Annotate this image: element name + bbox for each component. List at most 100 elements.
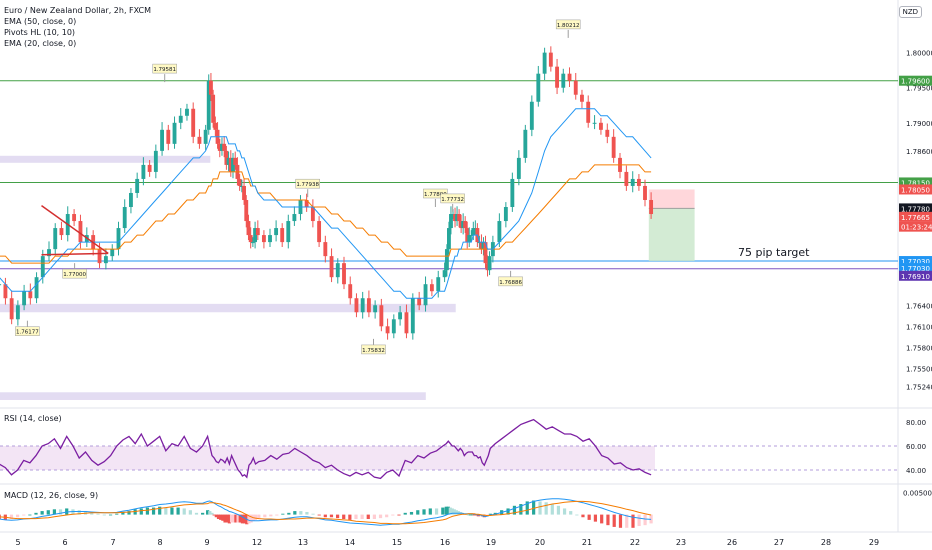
macd-histogram-bar: [372, 514, 376, 519]
candle-body: [348, 284, 353, 299]
macd-histogram-bar: [16, 514, 20, 518]
rsi-label[interactable]: RSI (14, close): [4, 414, 62, 423]
time-axis-tick: 20: [535, 538, 545, 547]
time-axis-tick: 5: [15, 538, 20, 547]
candle-body: [286, 221, 291, 243]
signal-line: [0, 500, 652, 525]
time-axis-tick: 27: [774, 538, 784, 547]
candle-body: [103, 256, 108, 264]
macd-histogram-bar: [416, 510, 420, 515]
price-axis-tick: 1.79500: [906, 85, 932, 93]
currency-badge[interactable]: NZD: [898, 6, 922, 18]
candle-body: [536, 73, 541, 102]
candle-body: [442, 270, 447, 278]
candle-body: [487, 256, 492, 271]
macd-histogram-bar: [342, 514, 346, 519]
candle-body: [444, 249, 449, 271]
macd-histogram-bar: [236, 514, 240, 523]
candle-body: [34, 277, 39, 299]
macd-histogram-bar: [269, 514, 273, 517]
macd-histogram-bar: [317, 514, 321, 516]
candle-body: [203, 129, 208, 144]
macd-histogram-bar: [238, 514, 242, 523]
pivot-label: 1.77800: [424, 192, 447, 198]
ema50-label[interactable]: EMA (50, close, 0): [4, 17, 77, 26]
macd-histogram-bar: [34, 512, 38, 515]
macd-histogram-bar: [512, 505, 517, 515]
macd-histogram-bar: [281, 513, 285, 515]
price-axis-tick: 1.80000: [906, 50, 932, 58]
macd-line: [0, 498, 652, 526]
candle-body: [244, 199, 249, 222]
candle-body: [166, 129, 171, 144]
macd-histogram-bar: [454, 510, 458, 515]
candle-body: [580, 94, 584, 102]
candle-body: [429, 284, 434, 292]
wedge-lower-line: [41, 252, 109, 256]
candle-body: [147, 164, 152, 172]
macd-histogram-bar: [216, 514, 221, 519]
candle-body: [573, 80, 578, 95]
macd-histogram-bar: [593, 514, 598, 522]
candle-body: [503, 207, 508, 222]
price-axis-tick: 1.75240: [906, 384, 932, 392]
pivots-label[interactable]: Pivots HL (10, 10): [4, 28, 76, 37]
ema20-label[interactable]: EMA (20, close, 0): [4, 39, 77, 48]
price-tag: [899, 256, 932, 267]
candle-body: [191, 108, 196, 137]
pivot-label-box: [423, 188, 448, 199]
macd-histogram-bar: [397, 514, 401, 516]
time-axis-tick: 19: [486, 538, 496, 547]
candle-body: [567, 73, 572, 81]
candle-body: [542, 52, 547, 74]
symbol-title[interactable]: Euro / New Zealand Dollar, 2h, FXCM: [4, 6, 152, 15]
macd-histogram-bar: [121, 511, 125, 515]
time-axis-tick: 6: [62, 538, 67, 547]
candle-body: [643, 185, 647, 200]
rsi-line: [0, 418, 652, 480]
candle-body: [624, 171, 629, 186]
candle-body: [280, 228, 285, 243]
macd-histogram-bar: [600, 514, 604, 524]
macd-histogram-bar: [232, 514, 236, 523]
macd-histogram-bar: [366, 514, 370, 519]
candle-body: [209, 80, 213, 95]
candle-body: [47, 249, 51, 257]
macd-histogram-bar: [587, 514, 591, 520]
macd-histogram-bar: [58, 509, 63, 515]
macd-label[interactable]: MACD (12, 26, close, 9): [4, 491, 99, 500]
candle-body: [561, 73, 566, 88]
macd-histogram-bar: [470, 514, 474, 516]
candle-body: [237, 178, 242, 186]
candle-body: [479, 242, 484, 250]
candle-body: [15, 305, 20, 320]
price-axis-tick: 1.79000: [906, 120, 932, 128]
macd-histogram-bar: [581, 514, 585, 518]
macd-histogram-bar: [115, 513, 119, 515]
candle-body: [457, 214, 462, 222]
candle-body: [226, 157, 231, 165]
candle-body: [72, 214, 77, 222]
candle-body: [516, 157, 521, 179]
ema20-line: [0, 108, 652, 299]
candle-body: [599, 122, 603, 130]
macd-histogram-bar: [188, 510, 192, 515]
macd-histogram-bar: [194, 512, 199, 515]
candle-body: [483, 242, 488, 264]
pip-target-annotation: 75 pip target: [738, 246, 810, 259]
macd-histogram-bar: [606, 514, 610, 526]
price-tag-label: 1.76910: [901, 273, 930, 281]
candle-body: [630, 178, 635, 186]
pivot-label: 1.77732: [441, 197, 464, 203]
candle-body: [160, 129, 164, 151]
macd-histogram-bar: [643, 514, 647, 526]
candle-body: [255, 228, 260, 236]
macd-histogram-bar: [40, 511, 44, 515]
time-axis-tick: 14: [345, 538, 355, 547]
candle-body: [274, 228, 279, 236]
candle-body: [592, 122, 597, 124]
price-tag-label: 1.77665: [901, 214, 930, 222]
candle-body: [611, 136, 616, 158]
candle-body: [497, 221, 502, 243]
